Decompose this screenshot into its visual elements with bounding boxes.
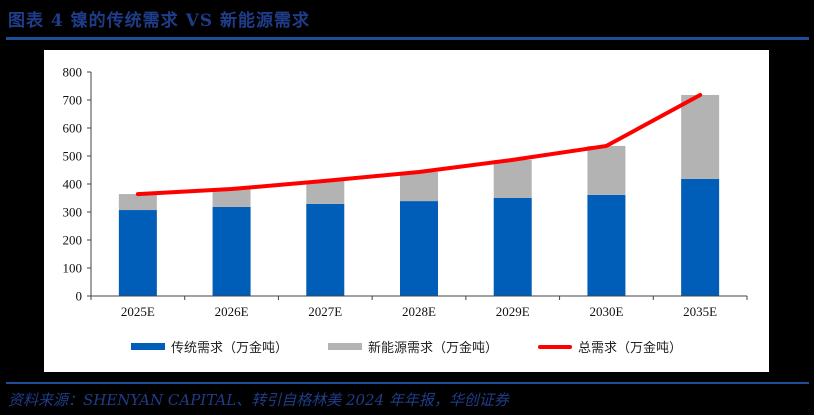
- stacked-bar-chart: 0 100 200 300 400 500 600 700 800 2025E 2026E 2027E…: [63, 65, 748, 319]
- bar-new-energy: [587, 145, 626, 195]
- source-note: 资料来源：SHENYAN CAPITAL、转引自格林美 2024 年年报，华创证…: [8, 391, 509, 409]
- y-tick-label: 200: [63, 233, 83, 248]
- legend-swatch-total: [538, 344, 572, 349]
- legend-item-new-energy: 新能源需求（万金吨）: [327, 337, 498, 356]
- x-tick-label: 2029E: [496, 304, 530, 319]
- y-tick-label: 700: [63, 93, 83, 108]
- figure-title: 图表 4 镍的传统需求 VS 新能源需求: [8, 11, 310, 31]
- y-tick-label: 500: [63, 149, 83, 164]
- legend-item-total: 总需求（万金吨）: [538, 337, 682, 356]
- y-tick-label: 300: [63, 205, 83, 220]
- bar-new-energy: [118, 194, 157, 211]
- x-tick-label: 2035E: [683, 304, 717, 319]
- bar-traditional: [587, 194, 626, 296]
- bar-new-energy: [400, 171, 438, 202]
- legend-swatch-traditional: [130, 343, 165, 350]
- legend-label-new-energy: 新能源需求（万金吨）: [367, 341, 498, 356]
- x-tick-label: 2027E: [308, 304, 342, 319]
- x-tick-label: 2025E: [121, 304, 155, 319]
- bar-traditional: [212, 206, 251, 296]
- legend-item-traditional: 传统需求（万金吨）: [130, 337, 288, 356]
- bar-traditional: [681, 178, 720, 296]
- bar-new-energy: [493, 159, 532, 198]
- bar-traditional: [493, 198, 532, 296]
- bar-traditional: [118, 210, 157, 296]
- chart-panel: 0 100 200 300 400 500 600 700 800 2025E 2026E 2027E…: [44, 50, 769, 372]
- footer-divider: [6, 382, 809, 384]
- bar-traditional: [306, 203, 345, 296]
- title-divider: [6, 37, 809, 40]
- chart-legend: 传统需求（万金吨） 新能源需求（万金吨） 总需求（万金吨）: [44, 337, 769, 356]
- y-tick-label: 600: [63, 121, 83, 136]
- x-tick-label: 2028E: [402, 304, 436, 319]
- total-demand-line: [135, 92, 703, 197]
- legend-label-total: 总需求（万金吨）: [578, 341, 683, 356]
- legend-swatch-new-energy: [327, 343, 362, 350]
- bar-new-energy: [681, 94, 720, 179]
- y-tick-label: 400: [63, 177, 83, 192]
- x-tick-label: 2026E: [215, 304, 249, 319]
- legend-label-traditional: 传统需求（万金吨）: [170, 341, 288, 356]
- y-tick-label: 0: [76, 289, 83, 304]
- y-tick-label: 100: [63, 261, 83, 276]
- bar-new-energy: [306, 180, 345, 204]
- x-tick-label: 2030E: [589, 304, 623, 319]
- bar-new-energy: [212, 189, 251, 207]
- bar-traditional: [400, 201, 438, 296]
- y-tick-label: 800: [63, 65, 83, 80]
